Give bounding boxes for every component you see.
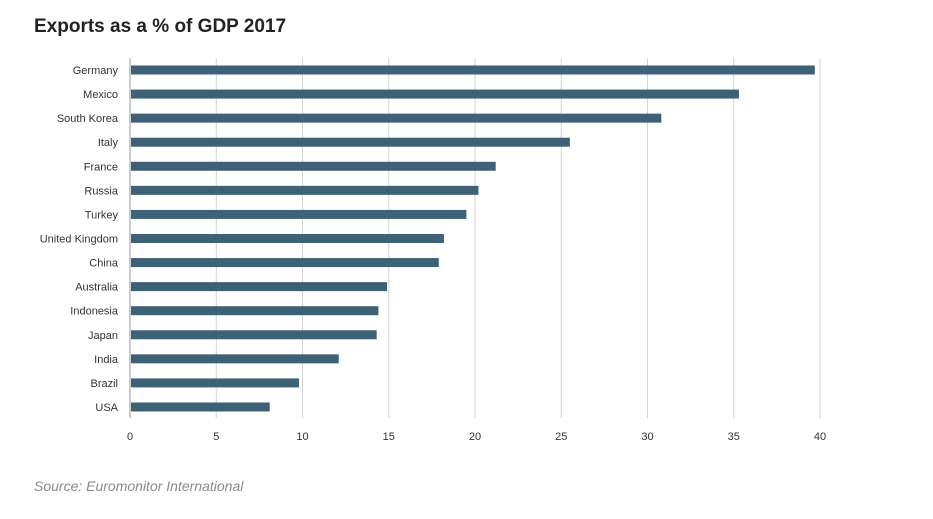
- category-label: USA: [95, 402, 118, 414]
- category-label: Brazil: [90, 378, 118, 390]
- bar-russia: [131, 185, 479, 195]
- bar-usa: [131, 402, 270, 412]
- category-label: Italy: [98, 137, 119, 149]
- x-tick-label: 40: [814, 431, 826, 443]
- category-label: Turkey: [85, 209, 119, 221]
- bar-france: [131, 161, 496, 171]
- category-label: India: [94, 354, 119, 366]
- bar-germany: [131, 65, 815, 75]
- bar-china: [131, 258, 439, 268]
- x-axis-tick-labels: 0 5 10 15 20 25 30 35 40: [127, 431, 826, 443]
- bar-united-kingdom: [131, 233, 444, 243]
- bar-italy: [131, 137, 570, 147]
- source-note: Source: Euromonitor International: [34, 478, 244, 494]
- category-label: Indonesia: [70, 306, 119, 318]
- bar-turkey: [131, 209, 467, 219]
- bar-brazil: [131, 378, 300, 388]
- x-tick-label: 35: [728, 431, 740, 443]
- bar-japan: [131, 330, 377, 340]
- x-tick-label: 15: [383, 431, 395, 443]
- x-tick-label: 5: [213, 431, 219, 443]
- chart-title: Exports as a % of GDP 2017: [34, 16, 287, 37]
- x-tick-label: 0: [127, 431, 133, 443]
- category-label: France: [84, 161, 118, 173]
- bar-mexico: [131, 89, 739, 99]
- bar-indonesia: [131, 306, 379, 316]
- category-label: Japan: [88, 330, 118, 342]
- x-tick-label: 10: [296, 431, 308, 443]
- x-tick-label: 30: [641, 431, 653, 443]
- category-label: United Kingdom: [40, 233, 118, 245]
- bar-australia: [131, 282, 388, 292]
- category-label: Australia: [75, 282, 119, 294]
- x-tick-label: 20: [469, 431, 481, 443]
- category-label: Germany: [73, 65, 119, 77]
- category-label: Russia: [84, 185, 119, 197]
- category-label: China: [89, 258, 119, 270]
- bar-south-korea: [131, 113, 662, 123]
- x-tick-label: 25: [555, 431, 567, 443]
- category-labels: Germany Mexico South Korea Italy France Russi…: [40, 65, 119, 414]
- bars: [131, 65, 815, 412]
- bar-india: [131, 354, 339, 364]
- category-label: Mexico: [83, 89, 118, 101]
- category-label: South Korea: [57, 113, 119, 125]
